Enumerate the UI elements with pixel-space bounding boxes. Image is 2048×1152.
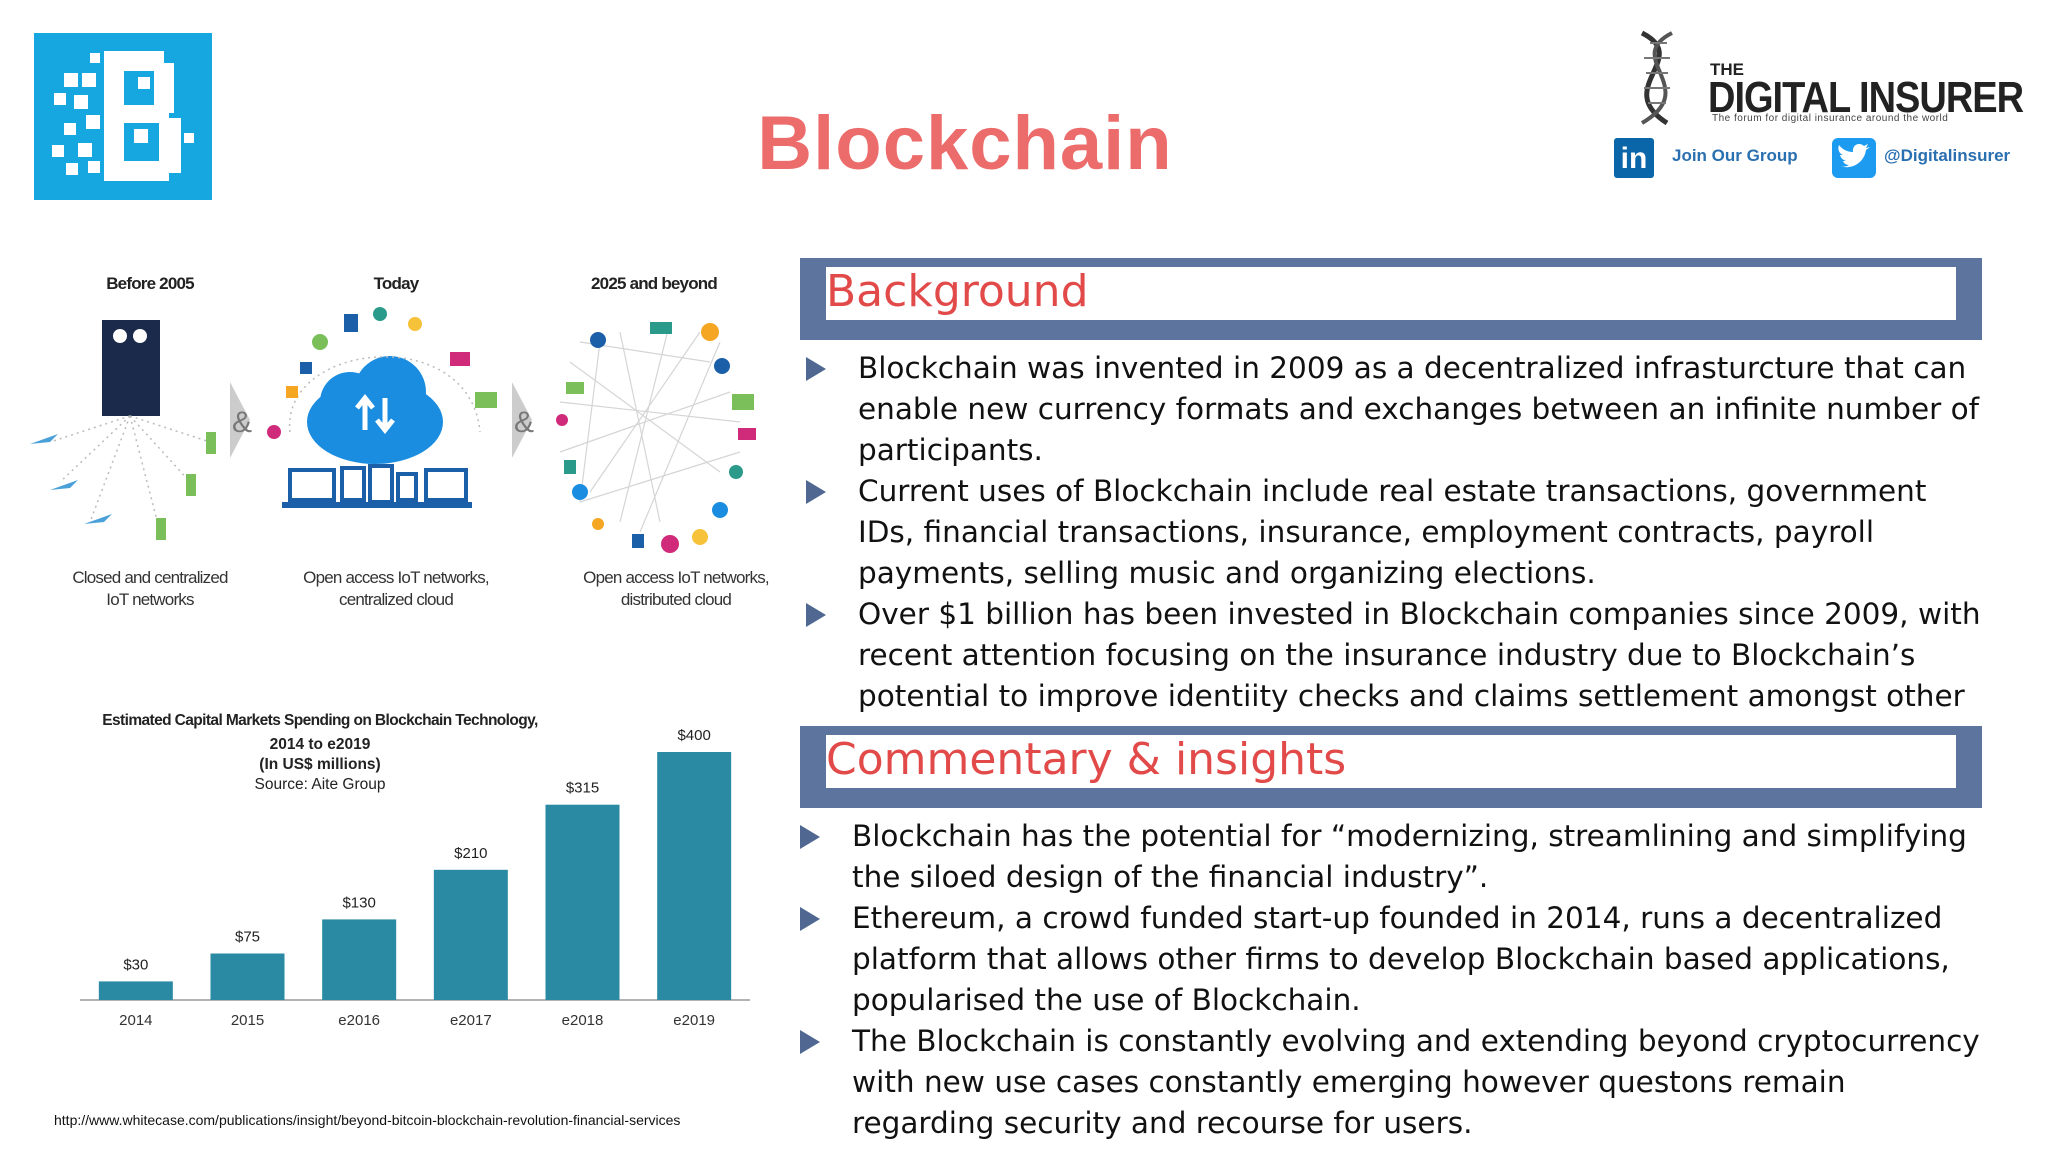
source-url[interactable]: http://www.whitecase.com/publications/in… [54, 1112, 681, 1128]
commentary-bullets: Blockchain has the potential for “modern… [794, 816, 1984, 1144]
data-label-2015: $75 [235, 929, 260, 946]
background-bullet: Blockchain was invented in 2009 as a dec… [800, 348, 1990, 471]
spending-bar-chart: Estimated Capital Markets Spending on Bl… [60, 700, 760, 1040]
bar-2015 [210, 953, 285, 1000]
connector-ampersand-2: & [514, 406, 534, 439]
connector-ampersand-1: & [232, 406, 252, 439]
centralized-server-icon [30, 320, 216, 540]
x-tick-label-2015: 2015 [231, 1012, 264, 1029]
digital-insurer-logo [1612, 28, 1702, 128]
page-title: Blockchain [757, 101, 1173, 186]
x-tick-label-e2019: e2019 [673, 1012, 715, 1029]
bar-e2018 [545, 804, 620, 1000]
blockchain-b-icon [34, 33, 212, 200]
background-bullet: Current uses of Blockchain include real … [800, 471, 1990, 594]
panel-heading-today: Today [373, 274, 420, 293]
panel-caption-before-2005-line2: IoT networks [106, 590, 194, 609]
partner-name: DIGITAL INSURER [1708, 74, 2024, 123]
linkedin-link[interactable]: Join Our Group [1672, 146, 1798, 165]
data-label-2014: $30 [123, 956, 148, 973]
linkedin-icon[interactable]: in [1614, 138, 1654, 178]
blockchain-logo [34, 33, 212, 200]
chart-subtitle-2: (In US$ millions) [259, 756, 381, 773]
commentary-bullet: Ethereum, a crowd funded start-up founde… [794, 898, 1984, 1021]
background-bullets: Blockchain was invented in 2009 as a dec… [800, 348, 1990, 758]
panel-caption-today-line2: centralized cloud [339, 590, 454, 609]
twitter-link[interactable]: @Digitalinsurer [1884, 146, 2011, 165]
bar-2014 [98, 981, 173, 1000]
data-label-e2017: $210 [454, 845, 487, 862]
background-header: Background [800, 258, 1982, 340]
x-tick-label-e2016: e2016 [338, 1012, 380, 1029]
panel-caption-before-2005-line1: Closed and centralized [72, 568, 228, 587]
chart-title: Estimated Capital Markets Spending on Bl… [102, 712, 538, 729]
dna-helix-icon [1640, 30, 1673, 126]
bar-e2017 [433, 869, 508, 1000]
background-heading: Background [826, 266, 1089, 317]
data-label-e2016: $130 [342, 894, 375, 911]
partner-name-small: THE [1710, 60, 1744, 79]
panel-heading-before-2005: Before 2005 [106, 274, 194, 293]
panel-heading-2025: 2025 and beyond [591, 274, 718, 293]
x-tick-label-e2017: e2017 [450, 1012, 492, 1029]
bar-e2019 [657, 752, 732, 1000]
twitter-icon[interactable] [1832, 138, 1876, 178]
commentary-heading: Commentary & insights [826, 734, 1347, 785]
partner-tagline: The forum for digital insurance around t… [1712, 113, 1949, 124]
iot-evolution-diagram: Before 2005 Today 2025 and beyond & [20, 262, 780, 622]
chart-subtitle-1: 2014 to e2019 [269, 736, 371, 753]
chart-source: Source: Aite Group [254, 776, 386, 793]
commentary-bullet: The Blockchain is constantly evolving an… [794, 1021, 1984, 1144]
data-label-e2019: $400 [677, 727, 710, 744]
chart-plot: $30 2014 $75 2015 $130 e2016 $210 e2017 $315 e201… [80, 727, 750, 1029]
panel-caption-2025-line2: distributed cloud [620, 590, 732, 609]
panel-caption-2025-line1: Open access IoT networks, [583, 568, 769, 587]
x-tick-label-e2018: e2018 [562, 1012, 604, 1029]
cloud-icon [267, 307, 497, 508]
commentary-bullet: Blockchain has the potential for “modern… [794, 816, 1984, 898]
iot-network-graphic: & & [30, 307, 756, 553]
commentary-header: Commentary & insights [800, 726, 1982, 808]
panel-caption-today-line1: Open access IoT networks, [303, 568, 489, 587]
background-bullet: Over $1 billion has been invested in Blo… [800, 594, 1990, 758]
bar-e2016 [322, 919, 397, 1000]
data-label-e2018: $315 [566, 780, 599, 797]
x-tick-label-2014: 2014 [119, 1012, 152, 1029]
distributed-network-icon [559, 321, 741, 533]
